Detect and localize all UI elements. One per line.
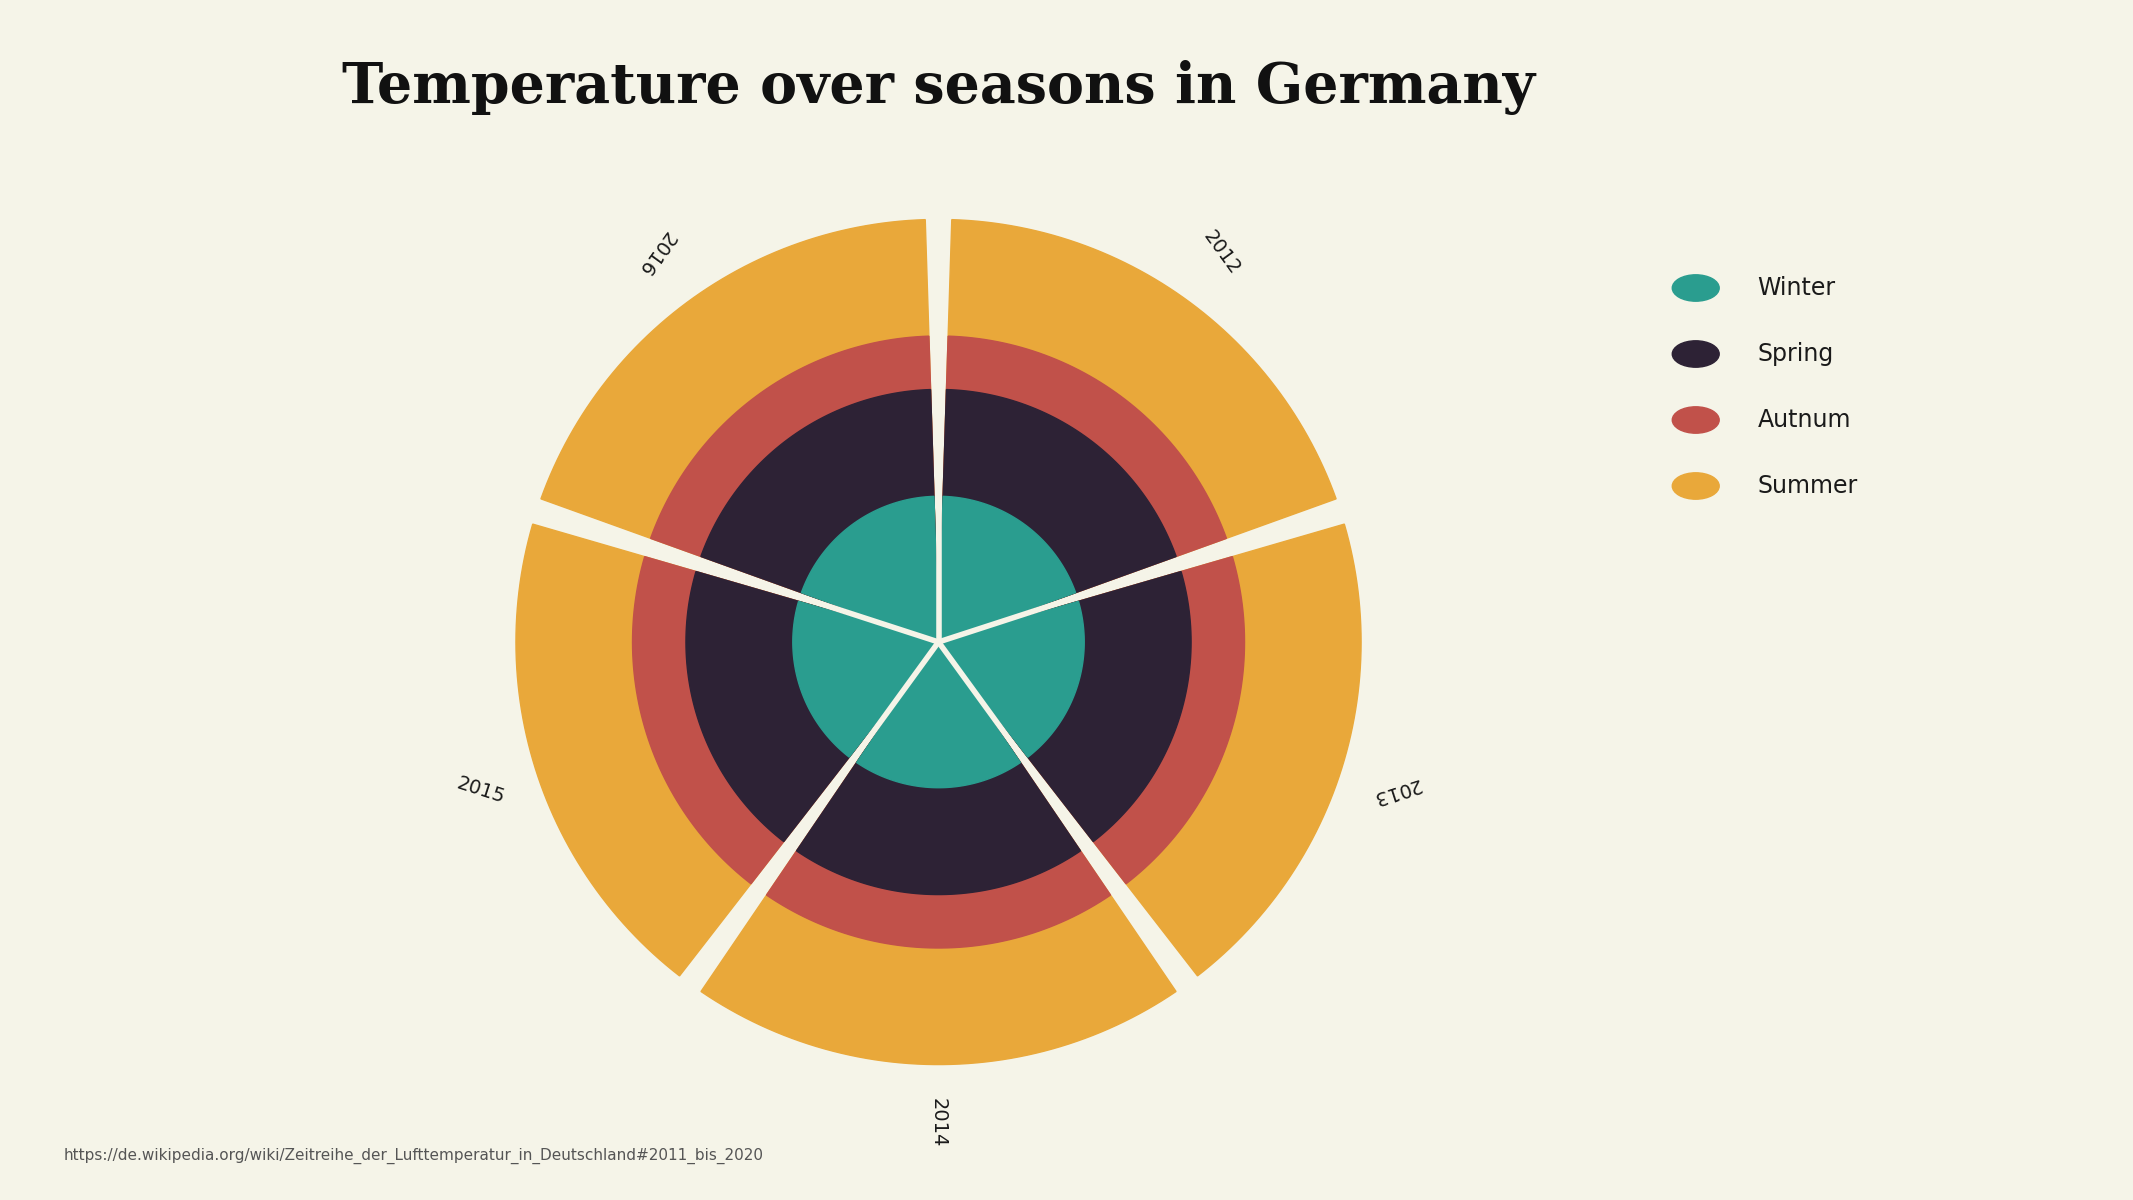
Text: 2016: 2016 bbox=[634, 228, 678, 278]
Polygon shape bbox=[939, 557, 1244, 883]
Polygon shape bbox=[939, 601, 1084, 757]
Polygon shape bbox=[766, 642, 1111, 948]
Text: 2014: 2014 bbox=[930, 1098, 947, 1147]
Polygon shape bbox=[939, 571, 1190, 841]
Text: https://de.wikipedia.org/wiki/Zeitreihe_der_Lufttemperatur_in_Deutschland#2011_b: https://de.wikipedia.org/wiki/Zeitreihe_… bbox=[64, 1147, 764, 1164]
Text: Winter: Winter bbox=[1758, 276, 1837, 300]
Text: Summer: Summer bbox=[1758, 474, 1858, 498]
Polygon shape bbox=[939, 497, 1075, 642]
Polygon shape bbox=[793, 601, 939, 757]
Text: 2012: 2012 bbox=[1199, 228, 1244, 278]
Text: Spring: Spring bbox=[1758, 342, 1834, 366]
Polygon shape bbox=[702, 642, 1175, 1064]
Text: Temperature over seasons in Germany: Temperature over seasons in Germany bbox=[341, 60, 1536, 115]
Polygon shape bbox=[634, 557, 939, 883]
Polygon shape bbox=[939, 336, 1226, 642]
Text: 2015: 2015 bbox=[454, 774, 508, 808]
Polygon shape bbox=[687, 571, 939, 841]
Polygon shape bbox=[516, 524, 939, 976]
Polygon shape bbox=[802, 497, 939, 642]
Polygon shape bbox=[651, 336, 939, 642]
Polygon shape bbox=[939, 390, 1175, 642]
Polygon shape bbox=[857, 642, 1020, 787]
Text: Autnum: Autnum bbox=[1758, 408, 1851, 432]
Polygon shape bbox=[796, 642, 1081, 894]
Polygon shape bbox=[939, 524, 1361, 976]
Polygon shape bbox=[702, 390, 939, 642]
Polygon shape bbox=[939, 220, 1335, 642]
Text: 2013: 2013 bbox=[1369, 774, 1423, 808]
Polygon shape bbox=[542, 220, 939, 642]
